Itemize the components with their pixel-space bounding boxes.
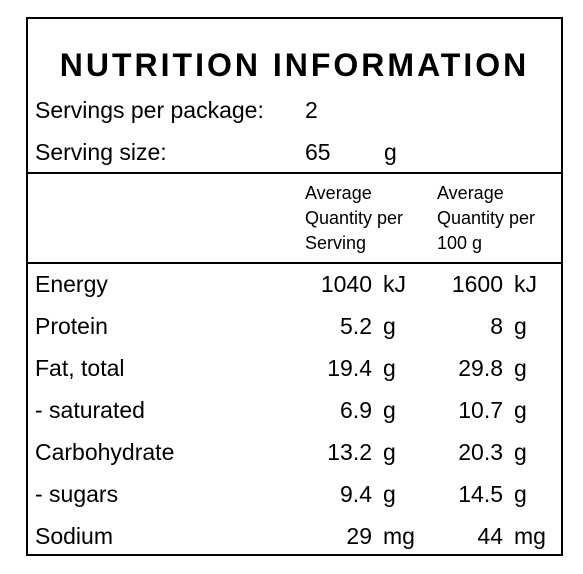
column-header-per-100g: Average Quantity per 100 g <box>437 181 535 256</box>
serving-unit: kJ <box>383 271 406 297</box>
column-header-line: Serving <box>305 233 367 253</box>
per100g-value: 8 <box>490 313 503 339</box>
per100g-value: 1600 <box>451 271 503 297</box>
column-header-per-serving: Average Quantity per Serving <box>305 181 403 256</box>
serving-value: 29 <box>346 523 372 549</box>
serving-value: 1040 <box>320 271 372 297</box>
header-divider <box>28 172 561 174</box>
column-header-line: Average <box>437 183 504 203</box>
per100g-unit: g <box>514 397 527 423</box>
per100g-unit: g <box>514 355 527 381</box>
nutrient-name: Carbohydrate <box>35 439 175 465</box>
serving-unit: g <box>383 313 396 339</box>
serving-unit: g <box>383 355 396 381</box>
serving-value: 6.9 <box>340 397 372 423</box>
nutrient-name: Protein <box>35 313 108 339</box>
nutrient-name: - sugars <box>35 481 119 507</box>
serving-unit: g <box>383 439 396 465</box>
panel-title: NUTRITION INFORMATION <box>59 47 530 83</box>
per100g-value: 20.3 <box>458 439 503 465</box>
serving-value: 5.2 <box>340 313 372 339</box>
serving-unit: g <box>383 481 396 507</box>
nutrient-name: Energy <box>35 271 108 297</box>
serving-unit: g <box>383 397 396 423</box>
table-divider <box>28 262 561 264</box>
per100g-value: 10.7 <box>458 397 503 423</box>
per100g-unit: g <box>514 481 527 507</box>
per100g-value: 44 <box>477 523 503 549</box>
column-header-line: Quantity per <box>305 208 404 228</box>
serving-size-value: 65 <box>305 139 331 165</box>
per100g-unit: kJ <box>514 271 537 297</box>
column-header-line: Average <box>305 183 372 203</box>
nutrient-name: Fat, total <box>35 355 125 381</box>
per100g-unit: g <box>514 439 527 465</box>
per100g-value: 29.8 <box>458 355 503 381</box>
column-header-line: 100 g <box>437 233 483 253</box>
column-header-line: Quantity per <box>437 208 536 228</box>
servings-value: 2 <box>305 97 318 123</box>
servings-label: Servings per package: <box>35 97 264 123</box>
serving-value: 9.4 <box>340 481 372 507</box>
serving-unit: mg <box>383 523 415 549</box>
serving-size-label: Serving size: <box>35 139 167 165</box>
per100g-value: 14.5 <box>458 481 503 507</box>
serving-value: 13.2 <box>327 439 372 465</box>
nutrition-panel: NUTRITION INFORMATION Servings per packa… <box>26 17 563 556</box>
per100g-unit: g <box>514 313 527 339</box>
nutrient-name: - saturated <box>35 397 145 423</box>
serving-value: 19.4 <box>327 355 372 381</box>
per100g-unit: mg <box>514 523 546 549</box>
serving-size-unit: g <box>384 139 397 165</box>
nutrient-name: Sodium <box>35 523 113 549</box>
